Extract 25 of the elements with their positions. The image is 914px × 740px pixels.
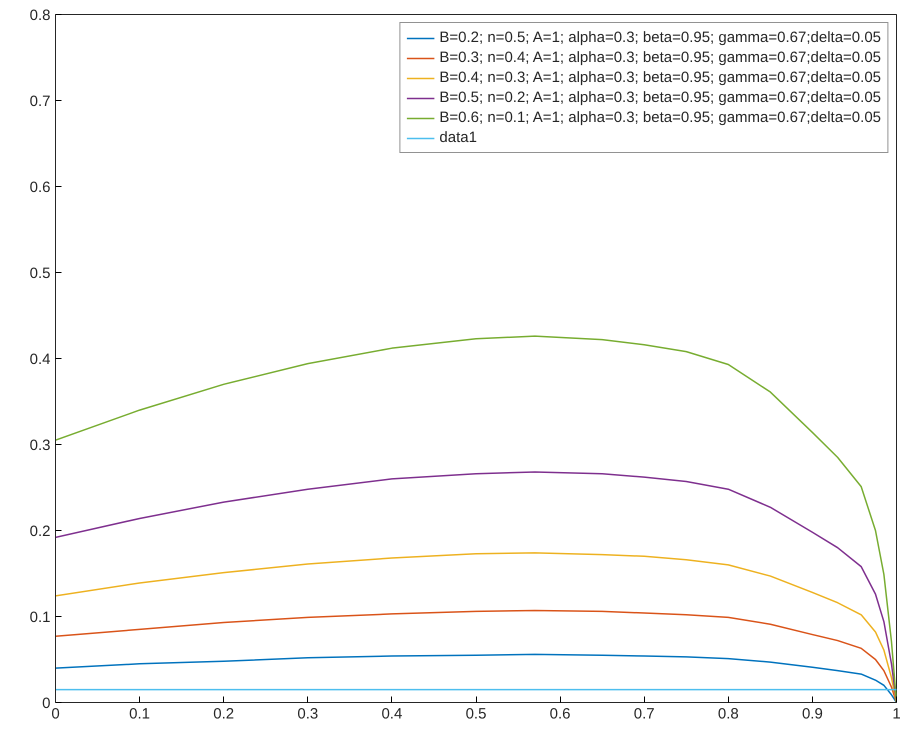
x-tick-label: 1 bbox=[892, 706, 901, 722]
y-tick-label: 0.8 bbox=[30, 7, 51, 24]
y-tick-label: 0.4 bbox=[30, 351, 51, 368]
x-tick-label: 0.4 bbox=[381, 706, 402, 722]
y-tick-label: 0.7 bbox=[30, 93, 51, 110]
y-tick-label: 0.6 bbox=[30, 179, 51, 196]
y-tick-label: 0.5 bbox=[30, 265, 51, 282]
legend-label: B=0.2; n=0.5; A=1; alpha=0.3; beta=0.95; gamma=0.67;delta=0.05 bbox=[439, 29, 881, 46]
x-tick-label: 0.1 bbox=[129, 706, 150, 722]
y-tick-label: 0.2 bbox=[30, 523, 51, 540]
x-tick-label: 0.7 bbox=[634, 706, 655, 722]
x-tick-label: 0.2 bbox=[213, 706, 234, 722]
legend-label: B=0.4; n=0.3; A=1; alpha=0.3; beta=0.95; gamma=0.67;delta=0.05 bbox=[439, 69, 881, 86]
legend-label: data1 bbox=[439, 129, 477, 146]
y-tick-label: 0.3 bbox=[30, 437, 51, 454]
legend-label: B=0.6; n=0.1; A=1; alpha=0.3; beta=0.95; gamma=0.67;delta=0.05 bbox=[439, 109, 881, 126]
legend-label: B=0.3; n=0.4; A=1; alpha=0.3; beta=0.95; gamma=0.67;delta=0.05 bbox=[439, 49, 881, 66]
x-tick-label: 0.3 bbox=[297, 706, 318, 722]
y-tick-label: 0 bbox=[42, 695, 50, 712]
x-tick-label: 0.6 bbox=[550, 706, 571, 722]
x-tick-label: 0.8 bbox=[718, 706, 739, 722]
x-tick-label: 0.9 bbox=[802, 706, 823, 722]
x-tick-label: 0.5 bbox=[466, 706, 486, 722]
legend-label: B=0.5; n=0.2; A=1; alpha=0.3; beta=0.95; gamma=0.67;delta=0.05 bbox=[439, 89, 881, 106]
y-tick-label: 0.1 bbox=[30, 609, 51, 626]
